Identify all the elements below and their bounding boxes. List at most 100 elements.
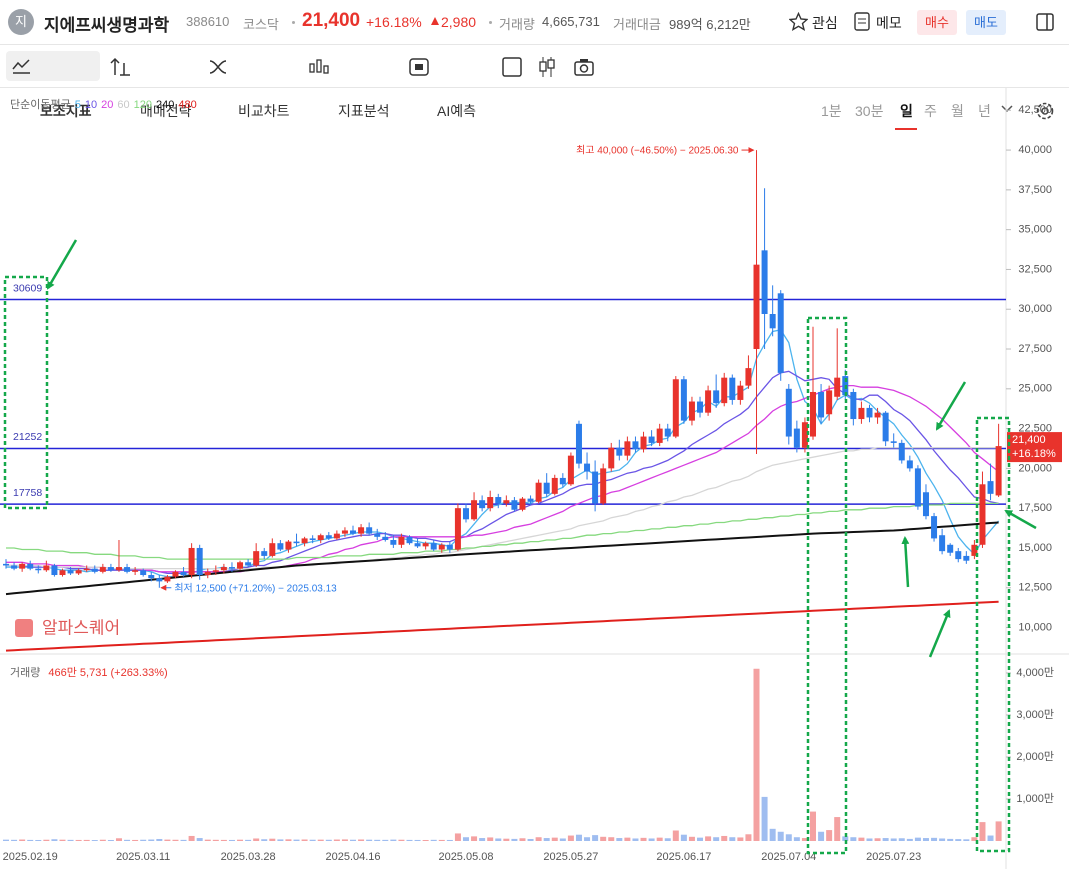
candle-body — [721, 377, 728, 404]
period[interactable]: 주 — [924, 103, 937, 119]
candle-body — [979, 484, 986, 545]
candle-body — [753, 264, 760, 350]
panel-icon[interactable] — [1035, 12, 1055, 32]
y-tick-label: 32,500 — [1018, 263, 1052, 275]
volume-bar — [947, 838, 954, 841]
separator — [489, 21, 492, 24]
volume-bar — [220, 839, 227, 841]
square-icon[interactable] — [501, 56, 523, 78]
annotations — [3, 239, 1037, 855]
candle-body — [971, 544, 978, 556]
volume-bar — [487, 837, 494, 841]
volume-bar — [293, 839, 300, 841]
tool-icon[interactable] — [208, 57, 230, 77]
candle-body — [164, 576, 171, 582]
volume-bar — [592, 835, 599, 841]
period[interactable]: 30분 — [855, 103, 884, 119]
period[interactable]: 1분 — [821, 103, 842, 119]
volume-bar — [664, 838, 671, 841]
candle-body — [462, 508, 469, 520]
arrow — [46, 239, 78, 290]
tool-icon[interactable] — [110, 57, 132, 77]
volume-bar — [59, 839, 66, 841]
candle-body — [995, 446, 1002, 496]
candle-icon[interactable] — [537, 55, 557, 79]
volume-tick-label: 3,000만 — [1016, 708, 1054, 721]
moving-average — [6, 384, 1000, 573]
highlight-box — [3, 275, 49, 510]
volume-bar — [914, 837, 921, 841]
volume-bar — [551, 837, 558, 841]
period-selected[interactable]: 일 — [900, 103, 913, 119]
tool-icon[interactable] — [407, 56, 431, 78]
volume-bar — [890, 838, 897, 841]
tool[interactable]: 지표분석 — [338, 103, 390, 119]
volume-bar — [91, 840, 98, 841]
volume-bar — [826, 830, 833, 841]
tool[interactable]: 매매전략 — [140, 103, 192, 119]
indicator-label: 단순이동평균 — [10, 98, 71, 111]
arrow — [901, 536, 910, 588]
candle-body — [834, 377, 841, 397]
volume-bar — [446, 839, 453, 841]
y-tick-label: 27,500 — [1018, 343, 1052, 355]
buy-button[interactable]: 매수 — [917, 10, 957, 35]
volume-bar — [83, 839, 90, 841]
volume-bar — [228, 839, 235, 841]
high-annotation: 최고 40,000 (−46.50%) − 2025.06.30 — [576, 145, 739, 157]
camera-icon[interactable] — [573, 57, 595, 77]
candle-body — [196, 547, 203, 576]
watch[interactable]: 관심 — [812, 15, 838, 31]
volume-bar — [995, 821, 1002, 841]
y-tick-label: 30,000 — [1018, 303, 1052, 315]
arrow — [935, 381, 967, 431]
volume-bar — [204, 839, 211, 841]
period[interactable]: 년 — [978, 103, 991, 119]
tool[interactable]: 비교차트 — [238, 103, 290, 119]
tool-icon[interactable] — [308, 57, 330, 77]
volume-bar — [963, 839, 970, 841]
volume-bar — [882, 838, 889, 841]
sell-button[interactable]: 매도 — [966, 10, 1006, 35]
candle-body — [656, 428, 663, 443]
memo-icon[interactable] — [853, 11, 871, 32]
tool-icon[interactable] — [12, 57, 32, 75]
y-tick-label: 10,000 — [1018, 621, 1052, 633]
candle-body — [446, 544, 453, 550]
volume-bar — [341, 839, 348, 841]
volume-bar — [624, 837, 631, 841]
toolbar: 보조지표 매매전략 비교차트 지표분석 AI예측 1분 30분 일 주 월 년 — [0, 45, 1069, 130]
candle-body — [220, 567, 227, 571]
memo[interactable]: 메모 — [876, 15, 902, 31]
candle-body — [325, 535, 332, 539]
change-pct: +16.18% — [366, 14, 422, 30]
tool[interactable]: AI예측 — [437, 103, 476, 119]
watermark: 알파스퀘어 — [42, 618, 120, 637]
moving-average — [6, 370, 999, 575]
candle-body — [543, 482, 550, 494]
candle-body — [632, 441, 639, 450]
volume-bar — [567, 835, 574, 841]
period[interactable]: 월 — [951, 103, 964, 119]
settings-icon[interactable] — [1034, 100, 1056, 122]
volume-bar — [99, 839, 106, 841]
volume-bar — [777, 831, 784, 841]
candle-body — [422, 543, 429, 547]
candle-body — [91, 568, 98, 572]
tool[interactable]: 보조지표 — [40, 103, 92, 119]
star-icon[interactable] — [789, 12, 808, 31]
volume-bar — [3, 839, 9, 841]
x-tick-label: 2025.04.16 — [325, 851, 380, 863]
volume-bar — [850, 837, 857, 841]
chevron-icon[interactable] — [1001, 105, 1013, 113]
y-tick-label: 20,000 — [1018, 462, 1052, 474]
candle-body — [761, 250, 768, 314]
candle-body — [148, 575, 155, 579]
volume-bar — [164, 839, 171, 841]
volume-bar — [196, 838, 203, 841]
volume-bar — [866, 838, 873, 841]
candle-body — [382, 536, 389, 540]
x-tick-label: 2025.06.17 — [656, 851, 711, 863]
volume-bar — [75, 839, 82, 841]
